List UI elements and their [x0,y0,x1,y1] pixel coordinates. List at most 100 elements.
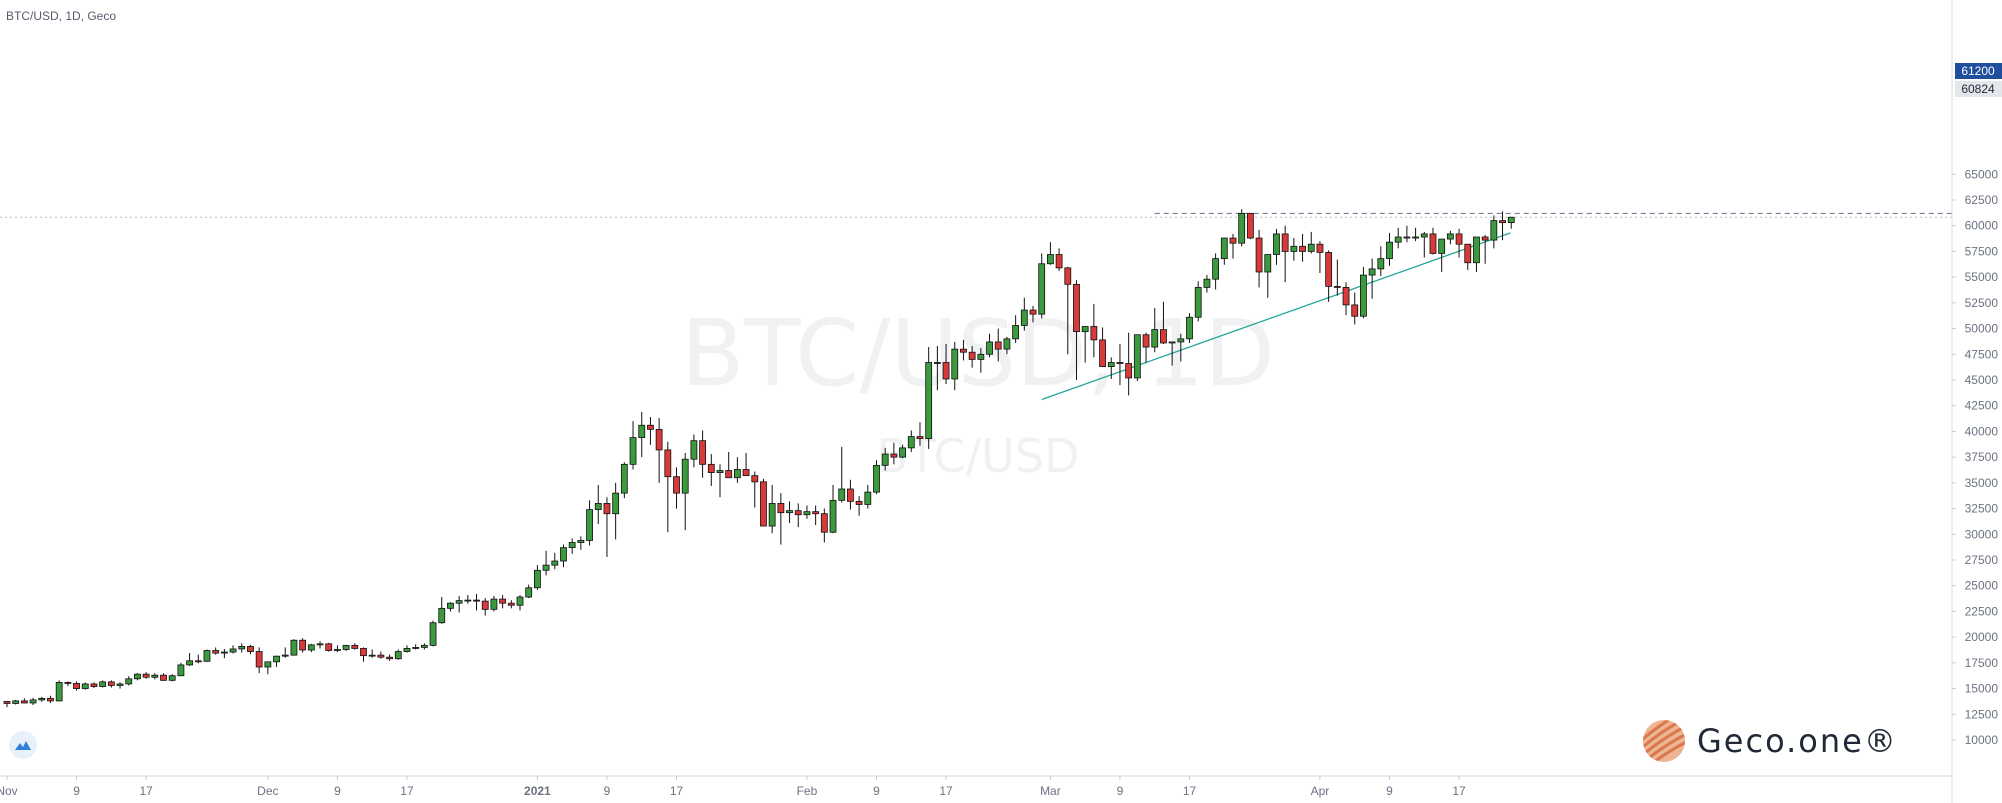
candle-body-up [38,697,46,701]
candle [38,696,46,702]
date-tick-label: 17 [1452,784,1466,798]
candle [742,453,750,477]
candle [394,649,402,660]
chart-logo-button[interactable] [9,731,37,759]
candle-body-down [1055,254,1063,269]
high-price-label: 61200 [1961,64,1995,78]
candle-body-down [1333,285,1341,288]
candle-body-down [647,424,654,430]
candle [220,648,228,659]
candle [1351,292,1359,325]
price-tick-label: 27500 [1965,553,1999,567]
candle-body-up [403,648,411,652]
price-tick-label: 42500 [1965,399,1999,413]
price-tick-label: 32500 [1965,502,1999,516]
candle-body-up [620,463,628,494]
candle [699,430,706,478]
candle [429,620,437,647]
candle [290,639,298,656]
watermark-secondary: BTC/USD [877,429,1080,483]
candle-body-down [1064,267,1072,285]
candle [873,460,880,495]
candle-body-up [1186,316,1193,340]
candle [360,647,367,662]
candle [20,698,28,704]
candle [1307,231,1315,254]
candle-body-down [1029,309,1037,315]
candle [907,430,915,452]
candle-body-down [1099,339,1106,368]
candle-body-down [360,648,367,657]
candle-body-down [742,469,750,477]
candle-body-down [160,674,167,681]
candle [1499,211,1506,241]
candle [160,673,167,681]
candle [725,451,733,479]
candle-body-up [1177,338,1185,343]
candle [933,346,941,391]
candle [203,649,211,662]
candle-body-up [1168,341,1176,344]
candle [264,661,272,675]
candle-body-down [1299,245,1306,252]
candle [820,508,828,543]
price-tick-label: 30000 [1965,527,1999,541]
candle-body-down [1481,236,1489,241]
candle-body-up [134,673,141,680]
candle [1377,246,1385,277]
candle-body-down [960,348,967,353]
watermark-main: BTC/USD, 1D [681,300,1275,407]
candle-body-down [725,470,733,479]
candle-body-up [586,509,593,541]
candle-body-up [1194,287,1202,318]
candle-body-down [473,599,480,602]
candle [334,645,341,653]
candle-body-up [307,644,315,651]
candle [551,552,559,570]
candle-body-up [1360,274,1367,317]
candle [916,422,924,446]
candle-body-up [1438,238,1446,254]
time-axis[interactable]: Nov 9 17 Dec 9 17 2021 9 17 Feb 9 17 Mar 9 17 Apr 9 17 [0,776,1466,798]
candle-body-up [568,542,576,549]
candle [838,446,846,503]
candle [994,328,1002,362]
candle-body-up [290,639,298,656]
candle-body-up [1473,236,1480,264]
candle [1151,307,1159,353]
candle-body-down [760,481,767,527]
candle [507,600,515,609]
candle-body-up [925,362,933,440]
candle-body-down [107,681,115,686]
candle-body-up [264,661,272,668]
candle [1403,225,1411,243]
candle [403,645,411,653]
candle [307,643,315,653]
date-tick-label: 17 [400,784,414,798]
candle-body-up [551,560,559,566]
candle-body-down [20,700,28,704]
candle [1342,282,1350,316]
price-tick-label: 10000 [1965,733,1999,747]
candle-body-up [951,348,959,380]
price-axis[interactable]: 10000 12500 15000 17500 20000 22500 25000 27500… [1952,167,1998,747]
candle [473,593,480,611]
candle [803,505,811,519]
candle [1299,233,1306,262]
candle-body-up [1307,243,1315,252]
candle [542,550,550,576]
date-tick-label: 9 [873,784,880,798]
candle-body-up [1133,334,1141,379]
candle [620,462,628,499]
candle-body-down [194,660,202,663]
date-tick-label: Mar [1040,784,1061,798]
date-tick-label: Apr [1311,784,1330,798]
price-tick-label: 17500 [1965,656,1999,670]
candle [1316,241,1324,274]
candle [134,673,141,681]
price-tick-label: 55000 [1965,270,1999,284]
candle [864,484,872,509]
candle [1394,227,1402,249]
candle-body-up [99,681,107,687]
candle-body-up [1212,258,1220,280]
